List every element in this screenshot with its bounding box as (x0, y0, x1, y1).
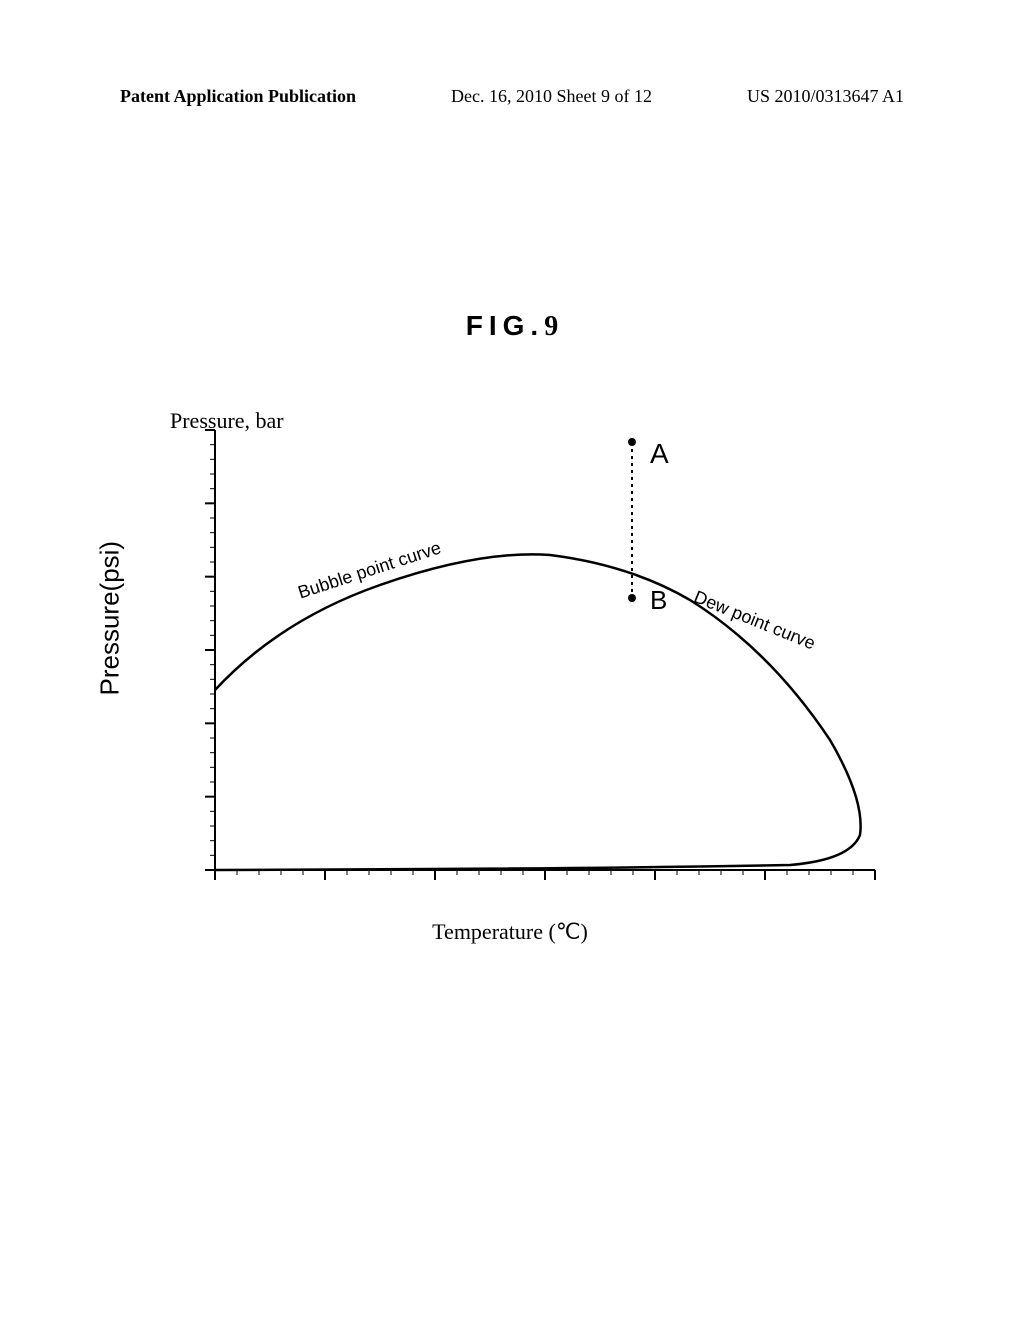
figure-label: FIG.9 (0, 310, 1024, 343)
page-header: Patent Application Publication Dec. 16, … (0, 86, 1024, 107)
header-publication-label: Patent Application Publication (120, 86, 356, 107)
header-date-sheet: Dec. 16, 2010 Sheet 9 of 12 (451, 86, 652, 107)
chart-container: Pressure, bar Pressure(psi) Temperature … (130, 390, 890, 910)
figure-number: 9 (544, 311, 558, 342)
header-patent-number: US 2010/0313647 A1 (747, 86, 904, 107)
figure-prefix: FIG. (466, 310, 544, 341)
phase-diagram-svg (130, 390, 890, 910)
x-axis-label: Temperature (℃) (432, 919, 588, 945)
y-axis-label: Pressure(psi) (95, 541, 126, 696)
